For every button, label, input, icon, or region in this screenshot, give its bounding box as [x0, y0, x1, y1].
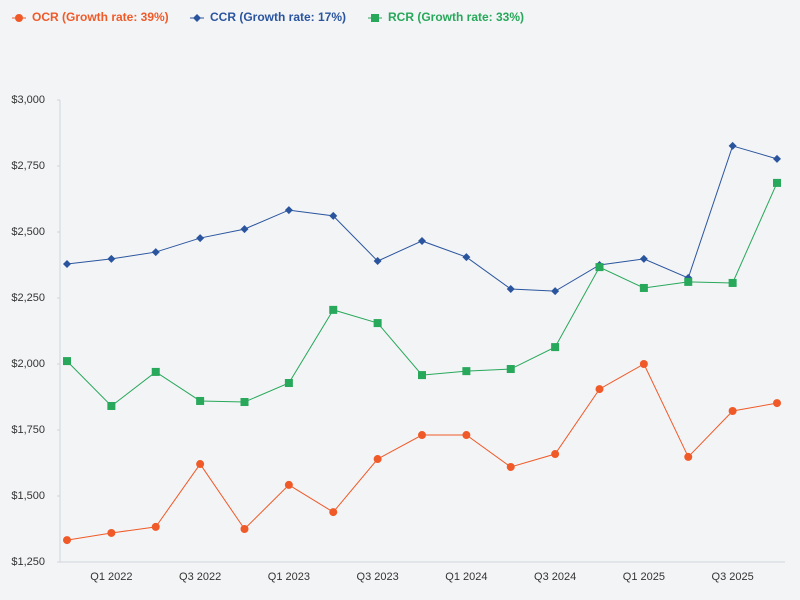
- point: [15, 14, 23, 22]
- y-tick-label: $2,500: [11, 226, 45, 238]
- y-tick-label: $2,750: [11, 160, 45, 172]
- point: [462, 431, 471, 440]
- point: [371, 14, 379, 22]
- point: [462, 367, 471, 376]
- point: [418, 371, 426, 380]
- point: [595, 385, 604, 394]
- point: [684, 452, 693, 461]
- x-tick-label: Q3 2025: [712, 571, 754, 583]
- point: [551, 343, 560, 352]
- point: [107, 254, 116, 263]
- point: [684, 277, 693, 286]
- x-tick-label: Q3 2024: [534, 571, 576, 583]
- x-tick-label: Q3 2022: [179, 571, 221, 583]
- point: [196, 396, 205, 405]
- x-tick-label: Q3 2023: [357, 571, 399, 583]
- point: [63, 357, 71, 366]
- x-tick-label: Q1 2024: [445, 571, 487, 583]
- point: [506, 285, 515, 294]
- point: [595, 263, 604, 272]
- point: [418, 431, 426, 440]
- point: [240, 225, 249, 234]
- point: [373, 257, 382, 266]
- point: [196, 234, 205, 243]
- point: [373, 319, 382, 328]
- x-tick-label: Q1 2023: [268, 571, 310, 583]
- legend-label: OCR (Growth rate: 39%): [32, 10, 169, 24]
- point: [551, 287, 560, 296]
- point: [773, 154, 781, 163]
- y-tick-label: $1,250: [11, 556, 45, 568]
- point: [773, 178, 781, 187]
- point: [373, 455, 382, 464]
- point: [63, 259, 71, 268]
- legend-label: RCR (Growth rate: 33%): [388, 10, 524, 24]
- point: [240, 525, 249, 533]
- point: [418, 236, 426, 245]
- point: [329, 211, 338, 220]
- point: [151, 248, 160, 257]
- point: [151, 367, 160, 376]
- y-tick-label: $3,000: [11, 94, 45, 106]
- point: [284, 206, 293, 215]
- legend-label: CCR (Growth rate: 17%): [210, 10, 346, 24]
- point: [639, 283, 648, 292]
- series-line: [66, 145, 778, 292]
- point: [240, 398, 249, 407]
- point: [728, 278, 737, 287]
- point: [639, 254, 648, 263]
- y-tick-label: $2,250: [11, 292, 45, 304]
- point: [728, 406, 737, 415]
- point: [773, 399, 781, 408]
- x-tick-label: Q1 2025: [623, 571, 665, 583]
- point: [728, 141, 737, 150]
- point: [107, 528, 116, 537]
- y-tick-label: $1,500: [11, 490, 45, 502]
- point: [63, 536, 71, 545]
- point: [193, 14, 201, 22]
- point: [329, 305, 338, 314]
- point: [639, 360, 648, 368]
- point: [196, 460, 205, 469]
- x-tick-label: Q1 2022: [90, 571, 132, 583]
- point: [506, 365, 515, 374]
- point: [151, 522, 160, 531]
- point: [462, 253, 471, 262]
- point: [284, 480, 293, 489]
- y-tick-label: $1,750: [11, 424, 45, 436]
- series-line: [66, 363, 778, 541]
- y-tick-label: $2,000: [11, 358, 45, 370]
- point: [329, 508, 338, 517]
- point: [551, 450, 560, 459]
- point: [284, 379, 293, 388]
- point: [506, 462, 515, 471]
- point: [107, 401, 116, 410]
